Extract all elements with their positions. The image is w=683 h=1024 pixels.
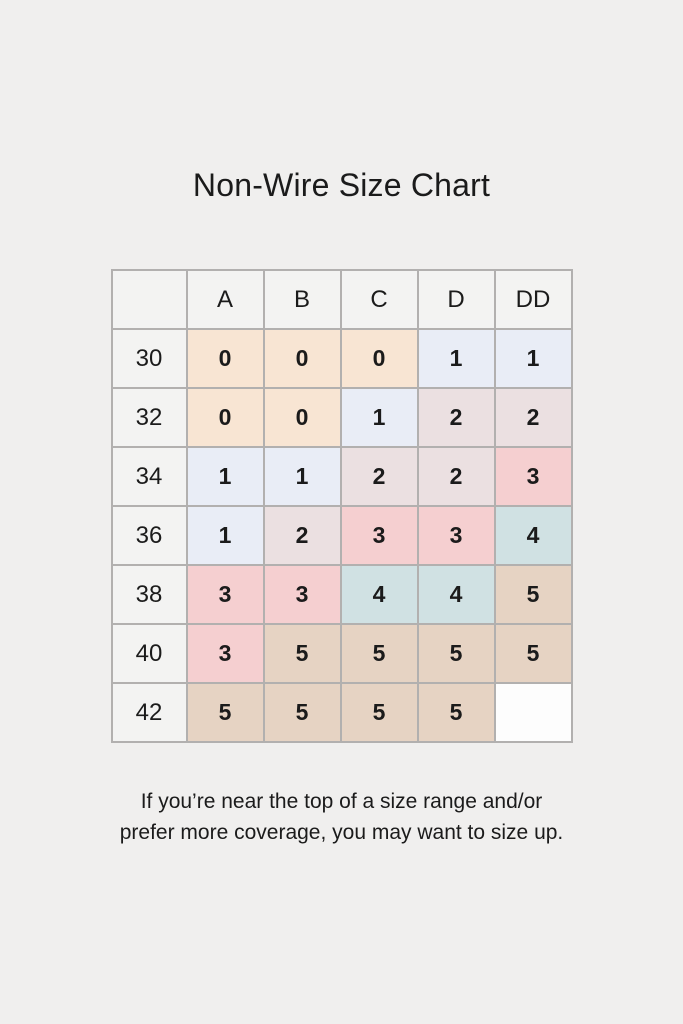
- row-header-36: 36: [110, 505, 188, 566]
- size-cell: 5: [416, 682, 496, 743]
- table-row: 36 1 2 3 3 4: [110, 505, 573, 566]
- size-cell: 2: [262, 505, 342, 566]
- size-note: If you’re near the top of a size range a…: [120, 786, 564, 848]
- size-cell: 3: [339, 505, 419, 566]
- column-header-a: A: [185, 269, 265, 330]
- chart-title: Non-Wire Size Chart: [192, 167, 491, 203]
- size-cell: 3: [416, 505, 496, 566]
- size-cell: 5: [339, 682, 419, 743]
- size-cell: 1: [339, 387, 419, 448]
- size-cell: 3: [185, 623, 265, 684]
- size-cell: 5: [493, 623, 573, 684]
- column-header-d: D: [416, 269, 496, 330]
- size-cell: [493, 682, 573, 743]
- size-cell: 3: [185, 564, 265, 625]
- row-header-32: 32: [110, 387, 188, 448]
- size-cell: 1: [262, 446, 342, 507]
- size-cell: 0: [262, 387, 342, 448]
- size-cell: 4: [416, 564, 496, 625]
- row-header-40: 40: [110, 623, 188, 684]
- size-cell: 5: [262, 623, 342, 684]
- size-cell: 5: [262, 682, 342, 743]
- size-cell: 4: [493, 505, 573, 566]
- column-header-row: A B C D DD: [110, 269, 573, 330]
- row-header-34: 34: [110, 446, 188, 507]
- table-row: 38 3 3 4 4 5: [110, 564, 573, 625]
- row-header-38: 38: [110, 564, 188, 625]
- size-cell: 1: [185, 446, 265, 507]
- table-row: 30 0 0 0 1 1: [110, 328, 573, 389]
- size-cell: 4: [339, 564, 419, 625]
- size-cell: 0: [185, 328, 265, 389]
- size-cell: 3: [493, 446, 573, 507]
- table-row: 40 3 5 5 5 5: [110, 623, 573, 684]
- size-cell: 2: [416, 387, 496, 448]
- table-row: 32 0 0 1 2 2: [110, 387, 573, 448]
- size-cell: 5: [185, 682, 265, 743]
- size-cell: 5: [339, 623, 419, 684]
- size-chart-table-container: A B C D DD 30 0 0 0 1 1 32 0 0 1 2 2 34 1 1 2 2 3 36 1 2 3 3 4 38 3 3 4…: [110, 269, 573, 743]
- size-cell: 0: [339, 328, 419, 389]
- table-row: 34 1 1 2 2 3: [110, 446, 573, 507]
- column-header-b: B: [262, 269, 342, 330]
- size-cell: 0: [185, 387, 265, 448]
- row-header-42: 42: [110, 682, 188, 743]
- table-row: 42 5 5 5 5: [110, 682, 573, 743]
- row-header-30: 30: [110, 328, 188, 389]
- size-cell: 1: [493, 328, 573, 389]
- size-note-line-2: prefer more coverage, you may want to si…: [119, 821, 564, 844]
- column-header-c: C: [339, 269, 419, 330]
- size-cell: 3: [262, 564, 342, 625]
- size-cell: 2: [339, 446, 419, 507]
- column-header-dd: DD: [493, 269, 573, 330]
- size-chart-table: A B C D DD 30 0 0 0 1 1 32 0 0 1 2 2 34 1 1 2 2 3 36 1 2 3 3 4 38 3 3 4…: [110, 269, 573, 743]
- size-cell: 2: [416, 446, 496, 507]
- corner-cell: [110, 269, 188, 330]
- size-note-line-1: If you’re near the top of a size range a…: [140, 790, 543, 813]
- size-cell: 2: [493, 387, 573, 448]
- size-cell: 1: [185, 505, 265, 566]
- size-cell: 0: [262, 328, 342, 389]
- size-cell: 1: [416, 328, 496, 389]
- size-cell: 5: [493, 564, 573, 625]
- size-cell: 5: [416, 623, 496, 684]
- size-table-body: 30 0 0 0 1 1 32 0 0 1 2 2 34 1 1 2 2 3 36 1 2 3 3 4 38 3 3 4 4 5 40 3 5 5…: [110, 328, 573, 743]
